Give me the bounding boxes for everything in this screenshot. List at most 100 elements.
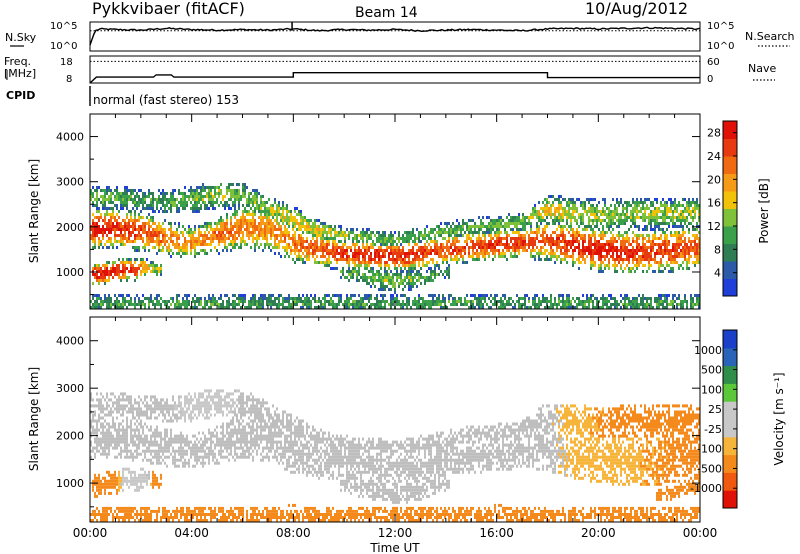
heatmap-cell [134, 237, 136, 240]
heatmap-cell [574, 210, 576, 213]
heatmap-cell [480, 303, 482, 306]
heatmap-cell [236, 195, 238, 198]
heatmap-cell [108, 228, 110, 231]
heatmap-cell [370, 279, 372, 282]
heatmap-cell [590, 267, 592, 270]
heatmap-cell [128, 219, 130, 222]
heatmap-cell [608, 261, 610, 264]
heatmap-cell [194, 249, 196, 252]
heatmap-cell [140, 270, 142, 273]
heatmap-cell [540, 222, 542, 225]
heatmap-cell [96, 204, 98, 207]
heatmap-cell [602, 303, 604, 306]
heatmap-cell [678, 237, 680, 240]
heatmap-cell [392, 258, 394, 261]
heatmap-cell [242, 231, 244, 234]
heatmap-cell [244, 306, 246, 309]
heatmap-cell [92, 231, 94, 234]
heatmap-cell [674, 225, 676, 228]
heatmap-cell [356, 264, 358, 267]
heatmap-cell [234, 195, 236, 198]
heatmap-cell [414, 303, 416, 306]
heatmap-cell [622, 240, 624, 243]
heatmap-cell [424, 228, 426, 231]
heatmap-cell [222, 234, 224, 237]
heatmap-cell [530, 255, 532, 258]
heatmap-cell [190, 207, 192, 210]
heatmap-cell [100, 216, 102, 219]
heatmap-cell [160, 303, 162, 306]
heatmap-cell [628, 240, 630, 243]
heatmap-cell [430, 249, 432, 252]
heatmap-cell [682, 303, 684, 306]
heatmap-cell [434, 267, 436, 270]
heatmap-cell [498, 252, 500, 255]
heatmap-cell [638, 225, 640, 228]
heatmap-cell [262, 210, 264, 213]
power-cells [90, 183, 700, 309]
heatmap-cell [678, 231, 680, 234]
heatmap-cell [212, 237, 214, 240]
heatmap-cell [666, 222, 668, 225]
heatmap-cell [94, 294, 96, 297]
heatmap-cell [370, 306, 372, 309]
heatmap-cell [488, 255, 490, 258]
heatmap-cell [226, 303, 228, 306]
heatmap-cell [352, 294, 354, 297]
heatmap-cell [264, 204, 266, 207]
heatmap-cell [420, 303, 422, 306]
heatmap-cell [336, 252, 338, 255]
heatmap-cell [236, 210, 238, 213]
heatmap-cell [604, 300, 606, 303]
heatmap-cell [212, 240, 214, 243]
heatmap-cell [254, 210, 256, 213]
heatmap-cell [374, 255, 376, 258]
heatmap-cell [532, 240, 534, 243]
heatmap-cell [298, 249, 300, 252]
heatmap-cell [432, 240, 434, 243]
heatmap-cell [408, 288, 410, 291]
heatmap-cell [440, 255, 442, 258]
heatmap-cell [418, 297, 420, 300]
heatmap-cell [142, 237, 144, 240]
heatmap-cell [528, 237, 530, 240]
heatmap-cell [458, 234, 460, 237]
heatmap-cell [682, 216, 684, 219]
heatmap-cell [512, 216, 514, 219]
heatmap-cell [562, 258, 564, 261]
heatmap-cell [390, 240, 392, 243]
heatmap-cell [422, 234, 424, 237]
heatmap-cell [516, 216, 518, 219]
heatmap-cell [418, 261, 420, 264]
heatmap-cell [162, 234, 164, 237]
heatmap-cell [672, 234, 674, 237]
heatmap-cell [686, 264, 688, 267]
heatmap-cell [358, 234, 360, 237]
heatmap-cell [550, 240, 552, 243]
heatmap-cell [314, 294, 316, 297]
heatmap-cell [124, 231, 126, 234]
heatmap-cell [658, 306, 660, 309]
heatmap-cell [538, 231, 540, 234]
heatmap-cell [648, 213, 650, 216]
heatmap-cell [166, 249, 168, 252]
heatmap-cell [188, 228, 190, 231]
heatmap-cell [566, 246, 568, 249]
heatmap-cell [122, 207, 124, 210]
heatmap-cell [422, 300, 424, 303]
heatmap-cell [570, 198, 572, 201]
heatmap-cell [90, 237, 92, 240]
heatmap-cell [536, 222, 538, 225]
heatmap-cell [416, 270, 418, 273]
heatmap-cell [588, 300, 590, 303]
heatmap-cell [168, 249, 170, 252]
heatmap-cell [144, 273, 146, 276]
heatmap-cell [670, 249, 672, 252]
heatmap-cell [478, 228, 480, 231]
heatmap-cell [96, 222, 98, 225]
heatmap-cell [368, 234, 370, 237]
heatmap-cell [98, 186, 100, 189]
heatmap-cell [550, 306, 552, 309]
heatmap-cell [674, 300, 676, 303]
heatmap-cell [590, 297, 592, 300]
